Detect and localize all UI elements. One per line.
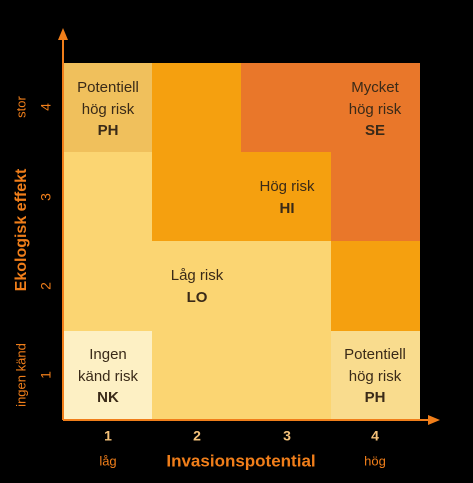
region-code: PH (98, 122, 119, 139)
y-arrow (58, 28, 68, 40)
region-text: Potentiell (344, 346, 406, 363)
region-code: NK (97, 389, 119, 406)
y-tick: 1 (38, 371, 54, 379)
x-axis-title: Invasionspotential (166, 451, 315, 470)
region-code: SE (365, 122, 385, 139)
y-tick: 4 (38, 103, 54, 111)
y-high-label: stor (13, 95, 28, 117)
y-tick: 3 (38, 193, 54, 201)
region-text: känd risk (78, 368, 139, 385)
region-text: Potentiell (77, 79, 139, 96)
region-text: Ingen (89, 346, 127, 363)
region-ph-bottom (331, 331, 420, 420)
x-high-label: hög (364, 453, 386, 468)
region-hi (152, 63, 420, 331)
x-low-label: låg (99, 453, 116, 468)
region-code: HI (280, 200, 295, 217)
y-axis-title: Ekologisk effekt (13, 168, 30, 291)
x-tick: 4 (371, 428, 379, 444)
x-arrow (428, 415, 440, 425)
region-se (241, 63, 420, 241)
region-ph-top (63, 63, 152, 152)
region-text: hög risk (349, 368, 402, 385)
x-tick: 2 (193, 428, 201, 444)
y-low-label: ingen känd (13, 343, 28, 407)
region-text: hög risk (82, 101, 135, 118)
region-text: Mycket (351, 79, 399, 96)
region-nk (63, 331, 152, 420)
y-tick: 2 (38, 282, 54, 290)
x-tick: 1 (104, 428, 112, 444)
region-text: Låg risk (171, 267, 224, 284)
region-code: PH (365, 389, 386, 406)
region-text: Hög risk (259, 178, 315, 195)
region-text: hög risk (349, 101, 402, 118)
region-code: LO (187, 289, 208, 306)
x-tick: 3 (283, 428, 291, 444)
